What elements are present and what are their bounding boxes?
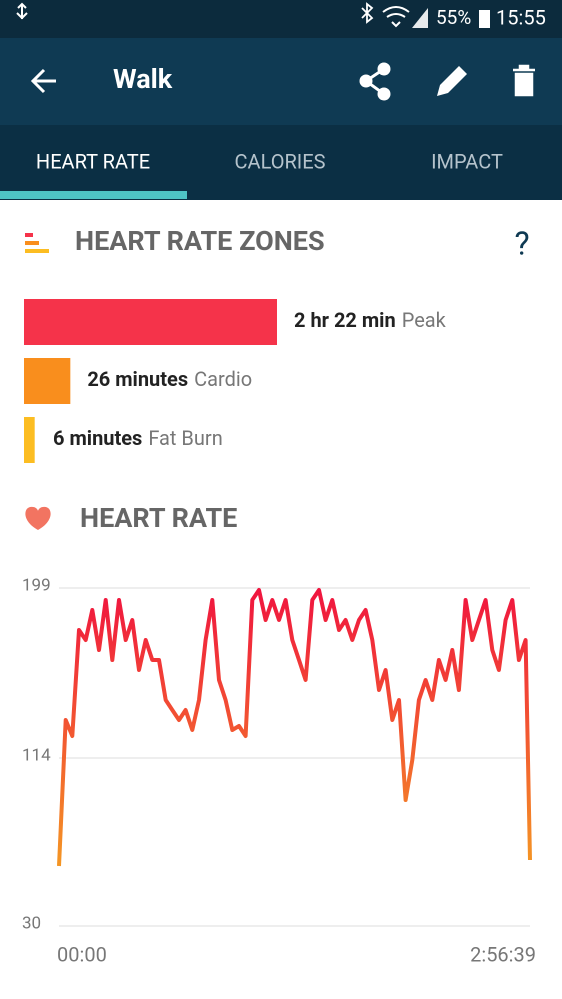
tab[interactable]: CALORIES bbox=[235, 149, 326, 173]
zone-name: Peak bbox=[402, 308, 447, 332]
battery-percent: 55% bbox=[436, 6, 471, 29]
x-tick-label: 2:56:39 bbox=[470, 942, 536, 966]
zone-label: 6 minutes Fat Burn bbox=[53, 426, 223, 450]
tab[interactable]: HEART RATE bbox=[36, 149, 150, 173]
zone-bar bbox=[24, 358, 71, 404]
zones-icon bbox=[25, 233, 49, 253]
chart-title: HEART RATE bbox=[80, 502, 237, 534]
zone-label: 26 minutes Cardio bbox=[87, 367, 252, 391]
zone-bar bbox=[24, 417, 35, 463]
bluetooth-icon bbox=[361, 2, 374, 24]
tab-indicator bbox=[0, 191, 187, 199]
x-tick-label: 00:00 bbox=[57, 942, 107, 966]
y-tick-label: 199 bbox=[22, 575, 51, 595]
clock: 15:55 bbox=[496, 5, 546, 29]
battery-icon bbox=[479, 10, 490, 28]
tab-bar bbox=[0, 125, 562, 200]
page-title: Walk bbox=[113, 63, 173, 95]
wifi-icon bbox=[382, 6, 410, 28]
status-bar bbox=[0, 0, 562, 38]
zone-label: 2 hr 22 min Peak bbox=[294, 308, 447, 332]
usb-icon bbox=[16, 2, 28, 20]
heart-rate-line bbox=[57, 588, 532, 867]
section-title: HEART RATE ZONES bbox=[75, 225, 325, 257]
help-button[interactable]: ? bbox=[514, 224, 529, 262]
zone-bar bbox=[24, 299, 277, 345]
tab[interactable]: IMPACT bbox=[431, 149, 503, 173]
back-button[interactable] bbox=[30, 68, 56, 94]
y-tick-label: 114 bbox=[22, 745, 51, 765]
zone-duration: 26 minutes bbox=[87, 367, 188, 391]
zone-name: Fat Burn bbox=[148, 426, 222, 450]
zone-name: Cardio bbox=[194, 367, 252, 391]
delete-button[interactable] bbox=[513, 64, 535, 97]
signal-icon bbox=[412, 8, 428, 28]
app-bar bbox=[0, 38, 562, 125]
heart-icon bbox=[25, 506, 51, 530]
y-tick-label: 30 bbox=[22, 913, 41, 933]
edit-button[interactable] bbox=[437, 66, 467, 96]
zone-duration: 6 minutes bbox=[53, 426, 142, 450]
zone-duration: 2 hr 22 min bbox=[294, 308, 396, 332]
share-button[interactable] bbox=[359, 62, 391, 101]
